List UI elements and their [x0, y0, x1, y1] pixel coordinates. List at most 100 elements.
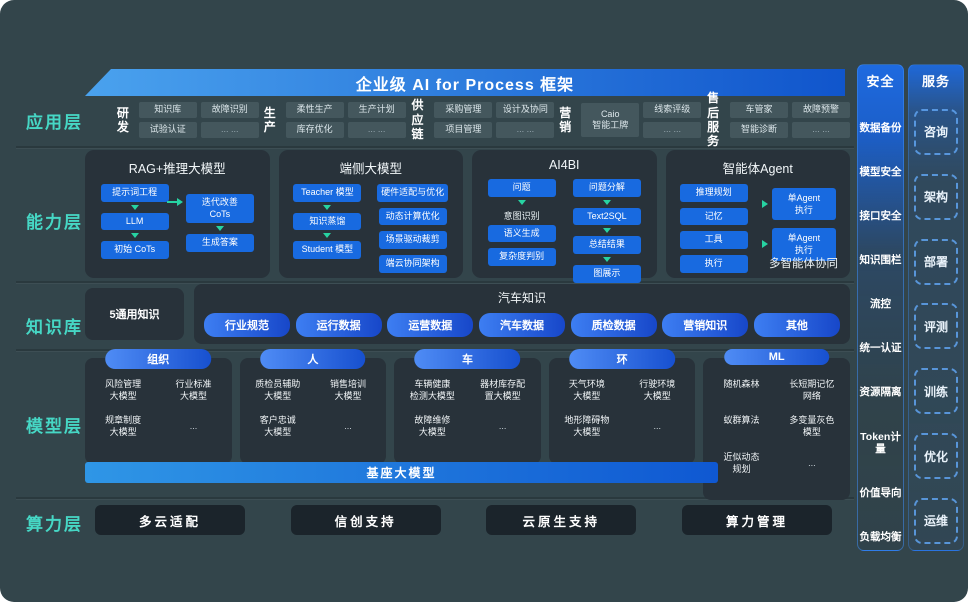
- model-item: 器材库存配 置大模型: [480, 379, 526, 402]
- app-item-more: ... ...: [643, 122, 702, 138]
- model-item: 风险管理 大模型: [105, 379, 142, 402]
- model-layer: 组织 风险管理 大模型 行业标准 大模型 规章制度 大模型 ... 人 质检员辅…: [85, 349, 850, 500]
- feature-chip: 端云协同架构: [378, 255, 447, 273]
- flow-node: 语义生成: [487, 224, 556, 243]
- layer-label-compute: 算力层: [26, 515, 83, 534]
- framework-banner: 企业级 AI for Process 框架: [85, 69, 845, 96]
- feature-chip: 硬件适配与优化: [377, 184, 449, 202]
- security-item: 模型安全: [859, 165, 902, 178]
- model-item: 蚁群算法: [723, 415, 760, 426]
- service-item: 架构: [914, 173, 958, 220]
- knowledge-pill: 行业规范: [204, 313, 290, 337]
- model-item: 近似动态 规划: [723, 451, 760, 474]
- arrow-down-icon: [130, 233, 139, 239]
- security-item: 资源隔离: [859, 386, 902, 399]
- model-item-more: ...: [344, 421, 352, 432]
- layer-divider: [16, 497, 854, 499]
- flow-label: 意图识别: [503, 210, 540, 221]
- security-panel-title: 安全: [866, 74, 895, 89]
- arrow-down-icon: [323, 204, 332, 210]
- service-item: 评测: [914, 303, 958, 350]
- app-group-name: 生产: [263, 105, 276, 134]
- auto-knowledge-title: 汽车知识: [497, 291, 546, 305]
- model-group-tag: 环: [569, 349, 675, 369]
- arrow-down-icon: [323, 233, 332, 239]
- app-item: 采购管理: [434, 102, 493, 118]
- service-panel: 服务 咨询 架构 部署 评测 训练 优化 运维: [908, 64, 964, 551]
- flow-node: LLM: [100, 212, 169, 231]
- layer-label-application: 应用层: [26, 113, 83, 132]
- service-item: 运维: [914, 497, 958, 544]
- compute-item: 算力管理: [681, 505, 832, 535]
- foundation-model-bar: 基座大模型: [85, 462, 718, 483]
- model-item: 规章制度 大模型: [105, 415, 142, 438]
- app-item: 生产计划: [347, 102, 406, 118]
- layer-divider: [16, 281, 854, 283]
- model-item: 天气环境 大模型: [568, 379, 605, 402]
- security-item: 接口安全: [859, 209, 902, 222]
- layer-divider: [16, 146, 854, 148]
- agent-note: 多智能体协同: [769, 258, 838, 270]
- model-group-tag: 人: [260, 349, 366, 369]
- service-item: 优化: [914, 433, 958, 480]
- layer-label-knowledge: 知识库: [26, 318, 83, 337]
- feature-chip: 动态计算优化: [378, 207, 447, 226]
- app-item: 故障识别: [200, 102, 259, 118]
- service-item: 训练: [914, 368, 958, 415]
- capability-box-agent: 智能体Agent 推理规划 记忆 工具 执行 单Agent 执行 单Agent …: [665, 150, 850, 278]
- model-item: 故障维修 大模型: [414, 415, 451, 438]
- app-item-more: ... ...: [496, 122, 555, 138]
- capability-box-title: 端侧大模型: [339, 162, 402, 176]
- model-group-organization: 组织 风险管理 大模型 行业标准 大模型 规章制度 大模型 ...: [85, 349, 232, 464]
- auto-knowledge-box: 汽车知识 行业规范 运行数据 运营数据 汽车数据 质检数据 营销知识 其他: [194, 284, 850, 344]
- knowledge-pill: 营销知识: [662, 313, 749, 337]
- flow-node: 总结结果: [572, 236, 641, 255]
- app-item: 故障预警: [791, 102, 850, 118]
- model-item: 多变量灰色 模型: [789, 415, 835, 438]
- flow-node: Text2SQL: [572, 207, 641, 226]
- model-group-environment: 环 天气环境 大模型 行驶环境 大模型 地形障碍物 大模型 ...: [548, 349, 696, 464]
- compute-layer: 多云适配 信创支持 云原生支持 算力管理: [95, 505, 832, 535]
- model-group-people: 人 质检员辅助 大模型 销售培训 大模型 客户忠诚 大模型 ...: [239, 349, 387, 464]
- arrow-right-icon: [761, 200, 768, 209]
- model-item-more: ...: [498, 421, 507, 432]
- security-item: 价值导向: [859, 487, 902, 500]
- app-group-production: 生产 柔性生产 库存优化 生产计划 ... ...: [259, 97, 406, 143]
- agent-module: 工具: [679, 231, 748, 250]
- agent-exec-node: 单Agent 执行: [771, 228, 836, 261]
- security-item: Token计量: [860, 430, 901, 456]
- knowledge-pill: 运行数据: [295, 313, 382, 337]
- model-item: 车辆健康 检测大模型: [409, 379, 455, 402]
- app-item: 知识库: [138, 102, 197, 118]
- app-group-name: 售后服务: [707, 91, 720, 149]
- agent-module: 记忆: [679, 207, 748, 226]
- app-item: 线索评级: [643, 102, 702, 118]
- arrow-down-icon: [517, 199, 526, 205]
- capability-box-rag: RAG+推理大模型 提示词工程 LLM 初始 CoTs 迭代改善 CoTs 生成…: [85, 150, 270, 278]
- service-item: 部署: [914, 238, 958, 285]
- security-panel: 安全 数据备份 模型安全 接口安全 知识围栏 流控 统一认证 资源隔离 Toke…: [857, 64, 904, 551]
- app-group-aftersales: 售后服务 车管家 智能诊断 故障预警 ... ...: [701, 91, 850, 148]
- security-item: 负载均衡: [859, 531, 902, 544]
- flow-node: Student 模型: [293, 241, 362, 260]
- model-item: 行驶环境 大模型: [639, 379, 676, 402]
- app-group-marketing: 营销 Caio 智能工牌 线索评级 ... ...: [554, 97, 702, 143]
- flow-node: 知识蒸馏: [293, 212, 362, 231]
- flow-node: 初始 CoTs: [100, 241, 169, 260]
- application-layer: 研发 知识库 试验认证 故障识别 ... ... 生产 柔性生产 库存优化: [112, 91, 850, 148]
- app-group-rd: 研发 知识库 试验认证 故障识别 ... ...: [112, 97, 259, 143]
- app-item: 库存优化: [285, 122, 344, 138]
- model-group-tag: 车: [414, 349, 521, 369]
- layer-label-model: 模型层: [26, 417, 83, 436]
- app-item: 车管家: [729, 102, 788, 118]
- service-panel-title: 服务: [921, 74, 950, 89]
- model-item: 质检员辅助 大模型: [255, 379, 301, 402]
- flow-connector: [167, 198, 184, 206]
- app-group-supply-chain: 供应链 采购管理 项目管理 设计及协同 ... ...: [406, 97, 555, 143]
- flow-node: 问题: [487, 179, 556, 197]
- arrow-down-icon: [130, 204, 139, 210]
- app-item: 项目管理: [434, 122, 493, 138]
- arrow-down-icon: [215, 226, 224, 232]
- app-item: 柔性生产: [285, 102, 344, 118]
- model-group-tag: ML: [723, 349, 830, 365]
